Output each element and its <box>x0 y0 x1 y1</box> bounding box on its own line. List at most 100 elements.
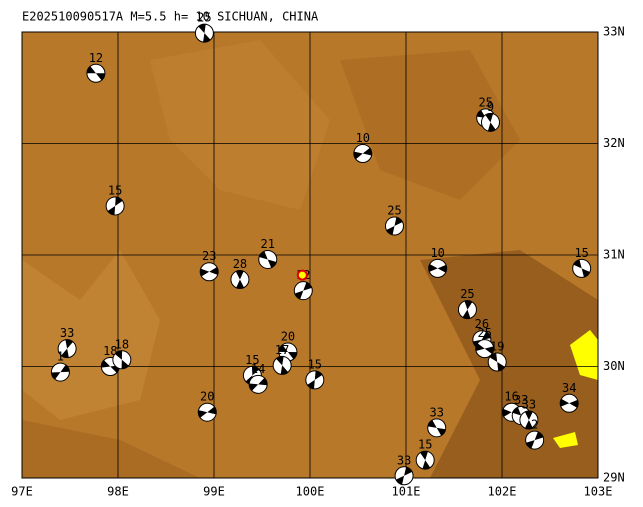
focal-mechanism <box>427 418 447 438</box>
x-tick-label: 97E <box>11 485 33 499</box>
focal-mechanism <box>197 402 217 422</box>
focal-mechanism <box>199 262 219 282</box>
beachball-quadrant <box>198 24 211 43</box>
y-tick-label: 29N <box>603 471 625 485</box>
focal-mechanism <box>293 281 313 301</box>
depth-label: 25 <box>477 326 491 340</box>
x-tick-label: 103E <box>584 485 613 499</box>
depth-label: 33 <box>522 398 536 412</box>
depth-label: 10 <box>356 131 370 145</box>
depth-label: 21 <box>261 237 275 251</box>
y-tick-label: 31N <box>603 248 625 262</box>
depth-label: 25 <box>197 11 211 25</box>
beachball-quadrant <box>107 196 123 215</box>
epicenter <box>296 269 308 281</box>
beachball-quadrant <box>86 66 105 81</box>
beachball <box>230 270 250 290</box>
depth-label: 15 <box>108 183 122 197</box>
depth-label: 2 <box>531 418 538 432</box>
beachball-quadrant <box>427 419 446 436</box>
focal-mechanism <box>525 430 545 450</box>
focal-mechanism <box>194 23 214 43</box>
beachball-quadrant <box>386 217 403 235</box>
depth-label: 25 <box>387 204 401 218</box>
beachball-quadrant <box>51 364 70 380</box>
depth-label: 17 <box>275 343 289 357</box>
focal-mechanism <box>457 300 477 320</box>
depth-label: 33 <box>397 453 411 467</box>
depth-label: 14 <box>251 362 265 376</box>
beachball-quadrant <box>276 356 289 375</box>
depth-label: 33 <box>514 393 528 407</box>
beachball-quadrant <box>61 339 73 358</box>
depth-label: 15 <box>308 357 322 371</box>
y-tick-label: 33N <box>603 25 625 39</box>
beachball-quadrant <box>101 360 120 373</box>
depth-label: 25 <box>478 95 492 109</box>
beachball-quadrant <box>307 370 323 389</box>
beachball-quadrant <box>395 467 413 485</box>
focal-mechanism <box>475 339 495 359</box>
depth-label: 34 <box>562 381 576 395</box>
depth-label: 16 <box>504 390 518 404</box>
beachball-quadrant <box>428 264 447 273</box>
beachball-quadrant <box>462 300 473 319</box>
beachball-quadrant <box>249 377 268 391</box>
focal-mechanism <box>353 144 373 164</box>
focal-mechanism <box>248 374 268 394</box>
depth-label: 18 <box>115 337 129 351</box>
depth-label: 26 <box>475 317 489 331</box>
depth-label: 20 <box>281 330 295 344</box>
focal-mechanism <box>487 352 507 372</box>
depth-label: 15 <box>574 246 588 260</box>
depth-label: 1 <box>57 350 64 364</box>
beachball-quadrant <box>235 270 245 289</box>
depth-label: 25 <box>460 287 474 301</box>
focal-mechanism <box>272 355 292 375</box>
beachball-quadrant <box>353 147 372 160</box>
focal-mechanism <box>305 370 325 390</box>
focal-mechanism <box>572 258 592 278</box>
x-tick-label: 100E <box>296 485 325 499</box>
beachball-quadrant <box>560 398 579 408</box>
focal-mechanism <box>559 393 579 413</box>
x-tick-label: 102E <box>488 485 517 499</box>
focal-mechanism <box>86 63 106 83</box>
focal-mechanism <box>415 450 435 470</box>
focal-mechanism <box>480 112 500 132</box>
x-tick-label: 98E <box>107 485 129 499</box>
beachball-quadrant <box>485 113 496 132</box>
depth-label: 10 <box>430 246 444 260</box>
focal-mechanism <box>112 350 132 370</box>
focal-mechanism <box>230 270 250 290</box>
x-tick-label: 101E <box>392 485 421 499</box>
beachball-quadrant <box>114 350 129 369</box>
beachball-quadrant <box>524 411 533 430</box>
beachball-quadrant <box>475 343 494 355</box>
x-tick-label: 99E <box>203 485 225 499</box>
depth-label: 9 <box>487 100 494 114</box>
beachball-quadrant <box>489 353 505 371</box>
map-frame <box>21 31 599 479</box>
focal-mechanism <box>519 410 539 430</box>
focal-mechanism <box>258 249 278 269</box>
focal-mechanism <box>57 339 77 359</box>
depth-label: 19 <box>490 340 504 354</box>
beachball-quadrant <box>259 251 277 268</box>
beachball-quadrant <box>420 451 431 470</box>
depth-label: 20 <box>200 390 214 404</box>
beachball-quadrant <box>294 282 312 300</box>
depth-label: 28 <box>233 257 247 271</box>
depth-label: 15 <box>245 353 259 367</box>
focal-mechanism <box>428 258 448 278</box>
y-tick-label: 30N <box>603 359 625 373</box>
focal-mechanism <box>394 466 414 486</box>
depth-label: 18 <box>103 344 117 358</box>
beachball-quadrant <box>278 344 297 360</box>
focal-mechanism <box>105 196 125 216</box>
beachball-quadrant <box>526 431 544 449</box>
depth-label: 15 <box>418 438 432 452</box>
y-tick-label: 32N <box>603 136 625 150</box>
map-title: E202510090517A M=5.5 h= 10 SICHUAN, CHIN… <box>22 10 319 24</box>
